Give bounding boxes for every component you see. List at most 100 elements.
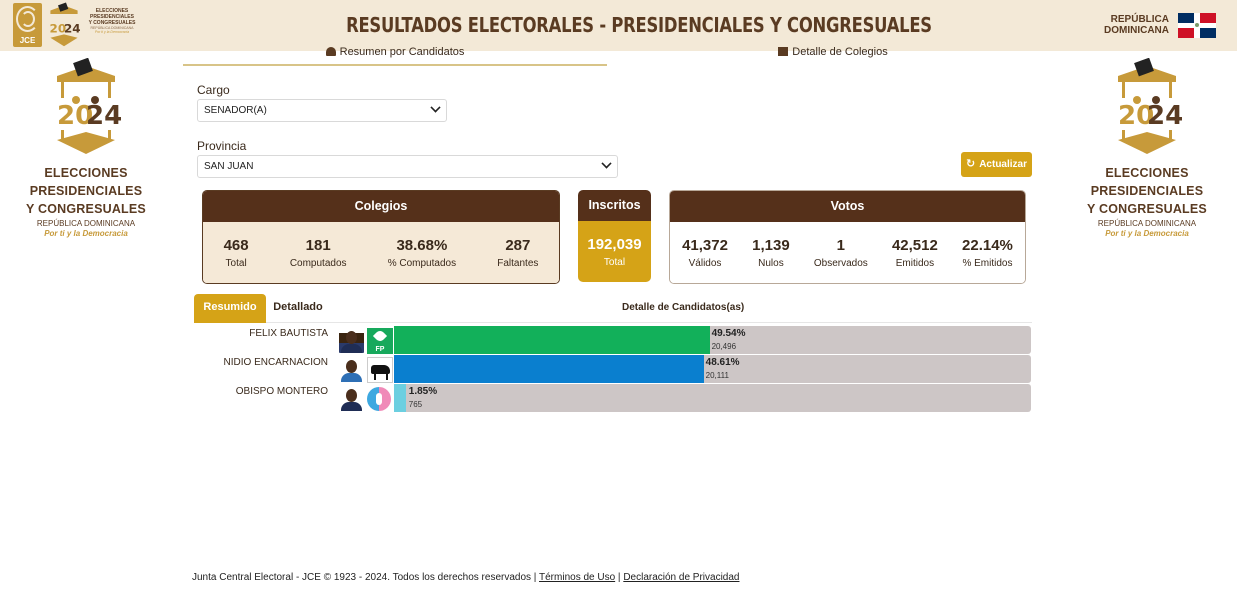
side-logo-line2: PRESIDENCIALES bbox=[1090, 184, 1204, 198]
vote-percent: 49.54% bbox=[711, 328, 746, 339]
svg-text:24: 24 bbox=[86, 101, 121, 131]
tab-resumido[interactable]: Resumido bbox=[194, 294, 266, 323]
stat-label: Faltantes bbox=[497, 257, 539, 269]
stat-value: 42,512 bbox=[891, 236, 938, 254]
svg-text:20: 20 bbox=[50, 22, 67, 36]
election-emblem-icon: 20 24 bbox=[1118, 58, 1182, 154]
top-header: JCE 20 24 ELECCIONES PRESIDENCIALES Y CO… bbox=[0, 0, 1237, 51]
emblem-line3: Y CONGRESUALES bbox=[88, 20, 136, 26]
cargo-value: SENADOR(A) bbox=[204, 105, 267, 116]
user-icon bbox=[325, 47, 336, 56]
vote-bar: 1.85% 765 bbox=[394, 384, 1031, 412]
stat-label: Observados bbox=[813, 257, 868, 269]
side-logo-line1: ELECCIONES bbox=[44, 166, 128, 180]
stat-value: 41,372 bbox=[682, 236, 728, 254]
tab-resumen-candidatos[interactable]: Resumen por Candidatos bbox=[183, 44, 607, 66]
vote-percent: 1.85% bbox=[408, 386, 438, 397]
tab-label: Detalle de Colegios bbox=[792, 46, 888, 58]
bull-party-logo-icon bbox=[367, 357, 393, 383]
stat-label: % Emitidos bbox=[962, 257, 1013, 269]
tab-label: Resumen por Candidatos bbox=[339, 46, 465, 58]
stat-total: 468 Total bbox=[224, 237, 249, 269]
side-logo-title: ELECCIONES PRESIDENCIALES Y CONGRESUALES bbox=[1072, 164, 1222, 218]
stat-label: Total bbox=[603, 256, 626, 268]
candidate-photo bbox=[339, 328, 364, 353]
update-button[interactable]: ↻ Actualizar bbox=[961, 152, 1032, 177]
stat-value: 287 bbox=[505, 236, 531, 254]
votos-card: Votos 41,372 Válidos 1,139 Nulos 1 Observad… bbox=[669, 190, 1026, 284]
country-name: REPÚBLICA DOMINICANA bbox=[1097, 14, 1169, 36]
stat-label: Válidos bbox=[688, 257, 722, 269]
colegios-title: Colegios bbox=[203, 191, 559, 222]
candidate-row: NIDIO ENCARNACION 48.61% 20,111 bbox=[194, 355, 1032, 383]
stat-observados: 1 Observados bbox=[814, 237, 868, 269]
cargo-label: Cargo bbox=[197, 83, 230, 97]
stat-value: 1 bbox=[836, 236, 845, 254]
votos-title: Votos bbox=[670, 191, 1025, 222]
stat-faltantes: 287 Faltantes bbox=[497, 237, 538, 269]
stat-inscritos-total: 192,039 Total bbox=[587, 236, 641, 268]
update-button-label: Actualizar bbox=[979, 159, 1027, 170]
side-logo-sub: REPÚBLICA DOMINICANA bbox=[1097, 219, 1197, 228]
vote-bar: 48.61% 20,111 bbox=[394, 355, 1031, 383]
candidate-row: FELIX BAUTISTA FP 49.54% 20,496 bbox=[194, 326, 1032, 354]
tab-detalle-colegios[interactable]: Detalle de Colegios bbox=[623, 44, 1043, 66]
svg-text:24: 24 bbox=[64, 22, 81, 36]
colegios-card: Colegios 468 Total 181 Computados 38.68% % … bbox=[202, 190, 560, 284]
jce-logo[interactable]: JCE bbox=[13, 3, 42, 47]
stat-pct-emitidos: 22.14% % Emitidos bbox=[962, 237, 1013, 269]
footer-separator: | bbox=[615, 572, 624, 583]
vote-bar-fill bbox=[394, 326, 710, 354]
stat-computados: 181 Computados bbox=[290, 237, 347, 269]
inscritos-card: Inscritos 192,039 Total bbox=[578, 190, 651, 282]
svg-text:24: 24 bbox=[1147, 101, 1182, 131]
side-logo-line3: Y CONGRESUALES bbox=[1087, 202, 1207, 216]
emblem-tag: Por ti y la Democracia bbox=[94, 30, 130, 34]
emblem-sub: REPÚBLICA DOMINICANA bbox=[90, 26, 134, 30]
dominican-flag-icon bbox=[1178, 13, 1216, 38]
side-logo-sub: REPÚBLICA DOMINICANA bbox=[36, 219, 136, 228]
provincia-label: Provincia bbox=[197, 139, 247, 153]
emblem-line2: PRESIDENCIALES bbox=[90, 14, 134, 20]
vote-count: 765 bbox=[408, 400, 423, 409]
stat-label: Emitidos bbox=[895, 257, 935, 269]
stat-value: 38.68% bbox=[396, 236, 448, 254]
emblem-small-text: ELECCIONES PRESIDENCIALES Y CONGRESUALES… bbox=[87, 8, 137, 34]
side-logo-tag: Por ti y la Democracia bbox=[44, 229, 128, 238]
stat-label: % Computados bbox=[387, 257, 457, 269]
stat-label: Total bbox=[225, 257, 247, 269]
fp-party-logo-icon: FP bbox=[367, 328, 393, 354]
side-logo-tag: Por ti y la Democracia bbox=[1105, 229, 1189, 238]
election-emblem-icon: 20 24 bbox=[57, 58, 121, 154]
page-title: RESULTADOS ELECTORALES - PRESIDENCIALES … bbox=[346, 13, 932, 37]
vote-count: 20,111 bbox=[705, 371, 729, 380]
stat-emitidos: 42,512 Emitidos bbox=[892, 237, 938, 269]
refresh-icon: ↻ bbox=[965, 158, 976, 170]
svg-text:20: 20 bbox=[57, 101, 93, 131]
vote-bar: 49.54% 20,496 bbox=[394, 326, 1031, 354]
candidate-name: OBISPO MONTERO bbox=[235, 386, 328, 397]
stat-validos: 41,372 Válidos bbox=[682, 237, 728, 269]
provincia-select[interactable]: SAN JUAN bbox=[197, 155, 618, 178]
stat-value: 181 bbox=[305, 236, 331, 254]
jce-logo-text: JCE bbox=[19, 36, 36, 45]
candidate-row: OBISPO MONTERO 1.85% 765 bbox=[194, 384, 1032, 412]
tab-detallado[interactable]: Detallado bbox=[273, 301, 323, 313]
privacy-link[interactable]: Declaración de Privacidad bbox=[623, 572, 740, 583]
stat-label: Computados bbox=[289, 257, 347, 269]
stat-pct-computados: 38.68% % Computados bbox=[388, 237, 456, 269]
candidate-photo bbox=[339, 386, 364, 411]
stat-nulos: 1,139 Nulos bbox=[752, 237, 790, 269]
cargo-select[interactable]: SENADOR(A) bbox=[197, 99, 447, 122]
results-tabs: Resumido Detallado bbox=[194, 294, 1032, 323]
candidate-photo bbox=[339, 357, 364, 382]
side-logo-right: 20 24 ELECCIONES PRESIDENCIALES Y CONGRE… bbox=[1072, 58, 1222, 238]
stat-label: Nulos bbox=[758, 257, 784, 269]
stat-value: 1,139 bbox=[752, 236, 790, 254]
candidates-detail-title: Detalle de Candidatos(as) bbox=[622, 302, 745, 313]
vote-bar-fill bbox=[394, 355, 704, 383]
side-logo-line2: PRESIDENCIALES bbox=[29, 184, 143, 198]
side-logo-line1: ELECCIONES bbox=[1105, 166, 1189, 180]
terms-link[interactable]: Términos de Uso bbox=[539, 572, 616, 583]
fingerprint-icon-inner bbox=[21, 11, 35, 27]
